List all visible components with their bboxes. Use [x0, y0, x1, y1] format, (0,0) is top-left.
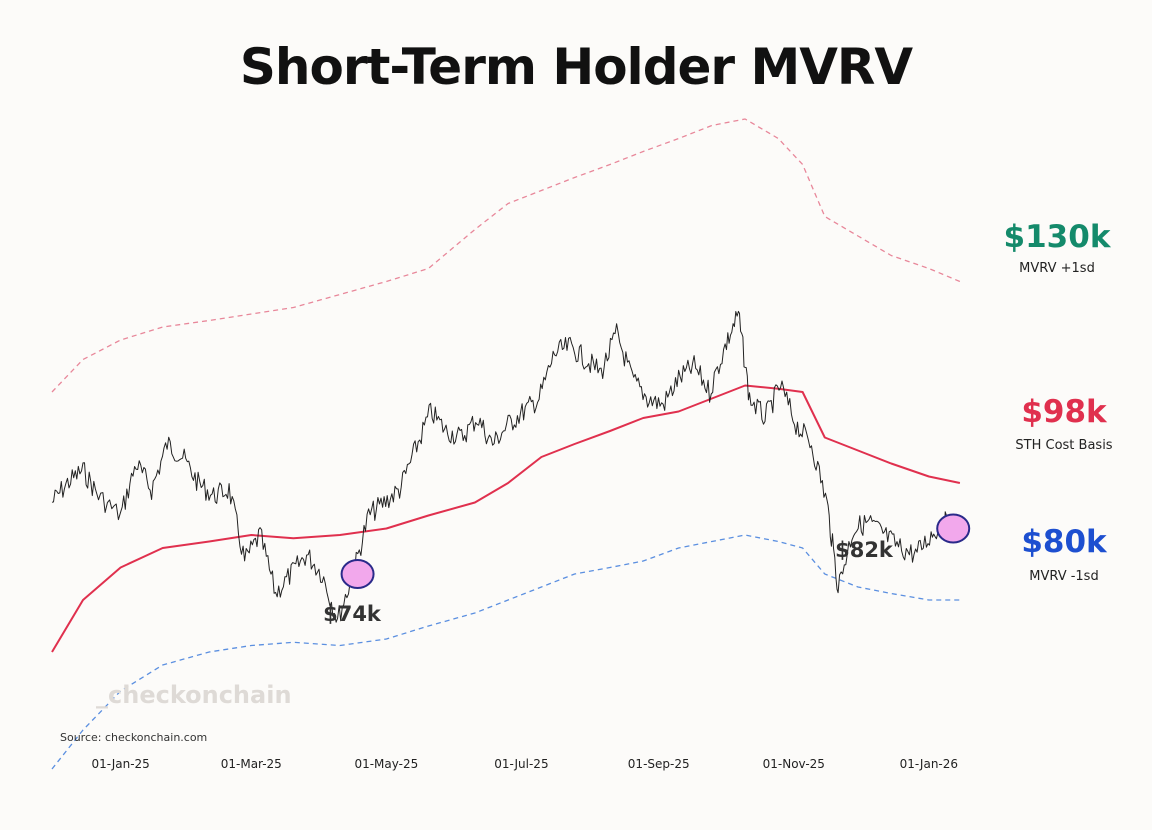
highlight-layer: [340, 513, 971, 589]
upper-band-value: $130k: [1004, 219, 1112, 255]
x-tick-label: 01-Jan-26: [900, 757, 958, 771]
x-tick-label: 01-Jan-25: [91, 757, 149, 771]
series-line-sth-cost-basis: [51, 384, 961, 653]
highlight-circle-2: [936, 513, 971, 544]
low-annotation-74k: $74k: [323, 602, 382, 626]
x-tick-label: 01-Nov-25: [763, 757, 825, 771]
lower-band-value: $80k: [1021, 524, 1108, 560]
series-layer: [51, 118, 961, 770]
x-tick-label: 01-Sep-25: [628, 757, 690, 771]
lower-band-name: MVRV -1sd: [1029, 569, 1098, 584]
chart-title: Short-Term Holder MVRV: [239, 38, 913, 96]
watermark: _checkonchain: [96, 681, 292, 709]
upper-band-name: MVRV +1sd: [1019, 261, 1095, 276]
x-tick-label: 01-May-25: [354, 757, 418, 771]
x-tick-label: 01-Jul-25: [494, 757, 548, 771]
source-note: Source: checkonchain.com: [60, 731, 207, 744]
series-line-mvrv-1sd: [51, 534, 960, 770]
low-annotation-82k: $82k: [835, 538, 894, 562]
cost-basis-name: STH Cost Basis: [1015, 438, 1112, 453]
x-tick-label: 01-Mar-25: [221, 757, 282, 771]
x-axis: 01-Jan-25 01-Mar-25 01-May-25 01-Jul-25 01-S…: [91, 757, 958, 771]
series-line-mvrv-1sd: [51, 118, 961, 393]
cost-basis-value: $98k: [1021, 394, 1108, 430]
highlight-circle-1: [340, 559, 375, 589]
series-line-price: [51, 310, 954, 623]
